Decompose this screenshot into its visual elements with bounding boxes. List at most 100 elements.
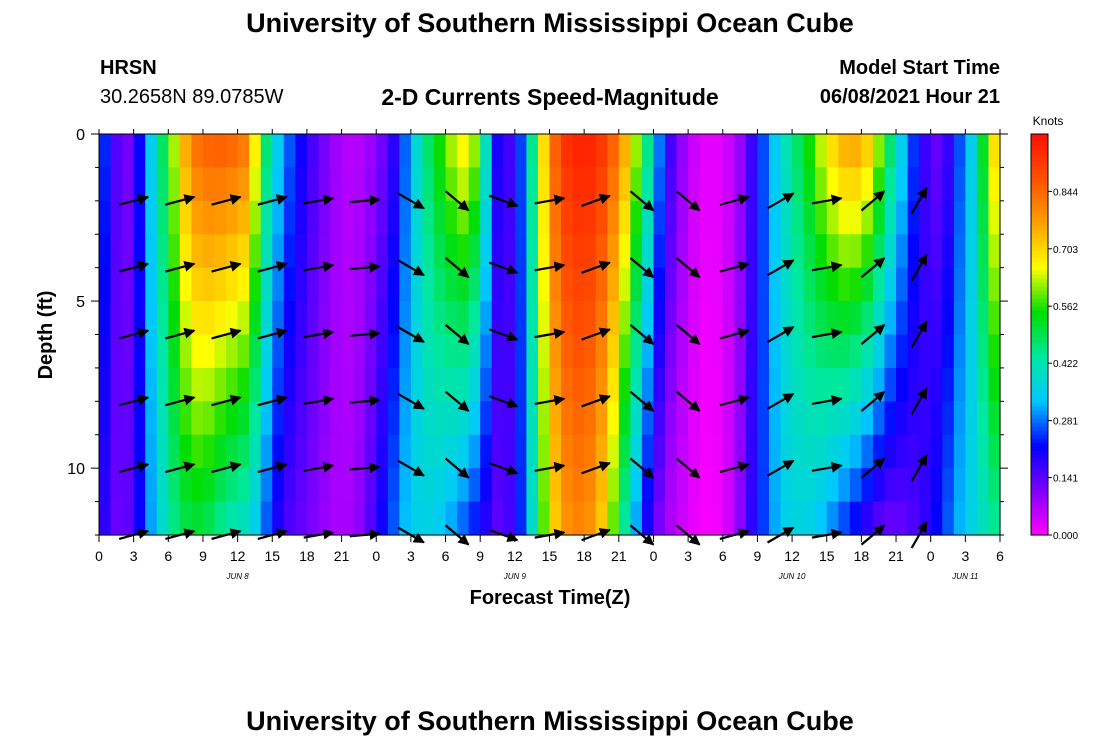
- heatmap-cell: [641, 434, 655, 469]
- heatmap-cell: [711, 468, 724, 503]
- current-vector-arrow: [719, 327, 750, 340]
- x-tick-label: 21: [334, 548, 350, 564]
- heatmap-cell: [353, 468, 366, 503]
- heatmap-cell: [272, 334, 285, 369]
- heatmap-cell: [561, 401, 574, 436]
- heatmap-cell: [953, 267, 966, 302]
- heatmap-cell: [468, 501, 481, 536]
- x-tick-label: 12: [784, 548, 800, 564]
- heatmap-cell: [572, 334, 585, 369]
- heatmap-cell: [249, 334, 262, 369]
- heatmap-cell: [607, 301, 620, 336]
- current-vector-arrow: [766, 392, 795, 410]
- heatmap-cell: [283, 401, 296, 436]
- heatmap-cell: [699, 434, 712, 469]
- heatmap-cell: [491, 200, 504, 235]
- colorbar-segment: [1031, 162, 1048, 167]
- heatmap-cell: [480, 501, 493, 536]
- heatmap-cell: [202, 134, 216, 169]
- colorbar-segment: [1031, 326, 1048, 332]
- heatmap-cell: [584, 167, 597, 202]
- heatmap-cell: [826, 401, 839, 436]
- heatmap-cell: [734, 200, 747, 235]
- heatmap-cell: [537, 468, 551, 503]
- heatmap-cell: [330, 334, 343, 369]
- x-tick-label: 3: [407, 548, 415, 564]
- heatmap-cell: [341, 367, 354, 402]
- heatmap-cell: [849, 301, 862, 336]
- heatmap-cell: [191, 401, 204, 436]
- heatmap-cell: [803, 367, 816, 402]
- current-vector-arrow: [397, 459, 425, 477]
- heatmap-cell: [330, 401, 343, 436]
- heatmap-cell: [341, 401, 354, 436]
- heatmap-cell: [849, 367, 862, 402]
- heatmap-cell: [653, 200, 666, 235]
- heatmap-cell: [433, 501, 447, 536]
- colorbar-segment: [1031, 246, 1048, 251]
- colorbar-segment: [1031, 474, 1048, 480]
- colorbar-segment: [1031, 498, 1048, 504]
- heatmap-cell: [861, 167, 874, 202]
- heatmap-cell: [410, 401, 424, 436]
- heatmap-cell: [376, 167, 389, 202]
- current-vector-arrow: [629, 457, 655, 479]
- heatmap-cell: [965, 200, 978, 235]
- heatmap-cell: [145, 334, 158, 369]
- heatmap-cell: [826, 200, 839, 235]
- y-axis: 0 5 10: [67, 127, 1008, 536]
- heatmap-cell: [433, 234, 447, 269]
- heatmap-cell: [907, 468, 920, 503]
- heatmap-cell: [988, 134, 1001, 169]
- heatmap-cell: [202, 301, 216, 336]
- heatmap-cell: [214, 334, 227, 369]
- current-vector-arrow: [860, 324, 886, 345]
- heatmap-cell: [734, 167, 747, 202]
- current-vector-arrow: [860, 390, 886, 412]
- heatmap-cell: [514, 167, 527, 202]
- heatmap-cell: [734, 134, 747, 169]
- heatmap-cell: [272, 200, 285, 235]
- colorbar-segment: [1031, 158, 1048, 163]
- heatmap-cell: [226, 267, 239, 302]
- heatmap-cell: [884, 200, 897, 235]
- heatmap-cell: [757, 134, 770, 169]
- heatmap-cell: [168, 200, 181, 235]
- heatmap-cell: [630, 267, 643, 302]
- heatmap-cell: [191, 334, 204, 369]
- current-vector-arrow: [719, 194, 750, 206]
- colorbar-segment: [1031, 422, 1048, 428]
- heatmap-cell: [526, 301, 539, 336]
- heatmap-cell: [514, 234, 527, 269]
- heatmap-cell: [826, 367, 839, 402]
- x-tick-label: 15: [264, 548, 280, 564]
- heatmap-cell: [561, 134, 574, 169]
- heatmap-cell: [387, 301, 400, 336]
- heatmap-cell: [179, 367, 193, 402]
- heatmap-cell: [826, 434, 839, 469]
- heatmap-cell: [514, 367, 527, 402]
- colorbar-segment: [1031, 502, 1048, 508]
- colorbar-segment: [1031, 486, 1048, 492]
- heatmap-cell: [826, 334, 839, 369]
- heatmap-cell: [826, 167, 839, 202]
- heatmap-cell: [953, 301, 966, 336]
- heatmap-cell: [722, 367, 735, 402]
- heatmap-cell: [884, 367, 897, 402]
- heatmap-cell: [561, 200, 574, 235]
- heatmap-cell: [433, 134, 447, 169]
- heatmap-cell: [988, 367, 1001, 402]
- heatmap-cell: [410, 267, 424, 302]
- x-tick-label: 0: [927, 548, 935, 564]
- heatmap-cell: [537, 234, 551, 269]
- heatmap-cell: [168, 367, 181, 402]
- heatmap-cell: [353, 134, 366, 169]
- heatmap-cell: [330, 200, 343, 235]
- heatmap-cell: [226, 468, 239, 503]
- current-vector-arrow: [534, 461, 566, 473]
- heatmap-cell: [387, 134, 400, 169]
- heatmap-cell: [849, 167, 862, 202]
- heatmap-cell: [422, 134, 435, 169]
- heatmap-cell: [353, 501, 366, 536]
- heatmap-cell: [306, 134, 320, 169]
